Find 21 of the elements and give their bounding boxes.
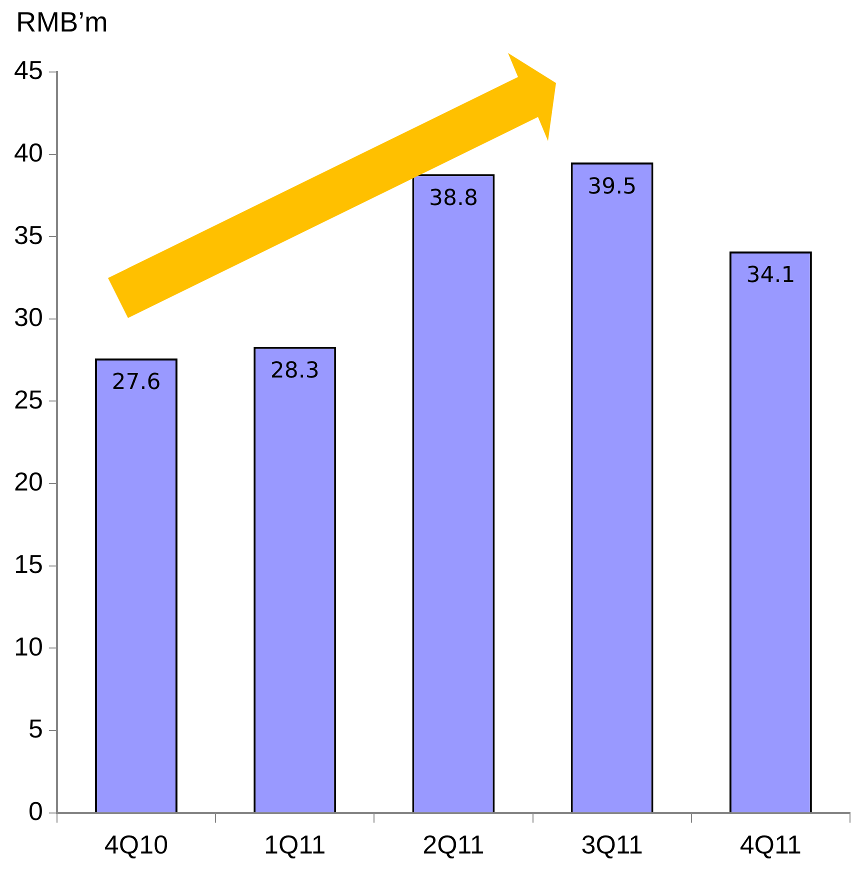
data-label: 27.6 [112,370,161,396]
y-axis-title: RMB’m [16,6,108,38]
y-tick-label: 5 [28,714,43,744]
x-tick-label: 4Q10 [104,830,168,860]
y-tick-label: 0 [28,796,43,826]
x-tick-label: 3Q11 [581,830,643,860]
x-tick-label: 2Q11 [422,830,484,860]
y-tick-label: 45 [14,55,43,86]
y-tick-label: 30 [14,302,43,332]
data-label: 39.5 [588,174,637,200]
y-tick-label: 20 [14,466,43,497]
y-tick-label: 10 [14,631,43,662]
data-label: 28.3 [270,358,320,384]
x-tick-label: 4Q11 [740,830,802,860]
data-label: 38.8 [428,186,478,211]
y-tick-label: 25 [14,384,43,414]
data-label: 34.1 [746,263,796,288]
y-tick-label: 35 [14,220,43,250]
y-tick-label: 40 [14,137,43,168]
y-tick-label: 15 [14,549,43,580]
x-tick-label: 1Q11 [264,830,326,860]
